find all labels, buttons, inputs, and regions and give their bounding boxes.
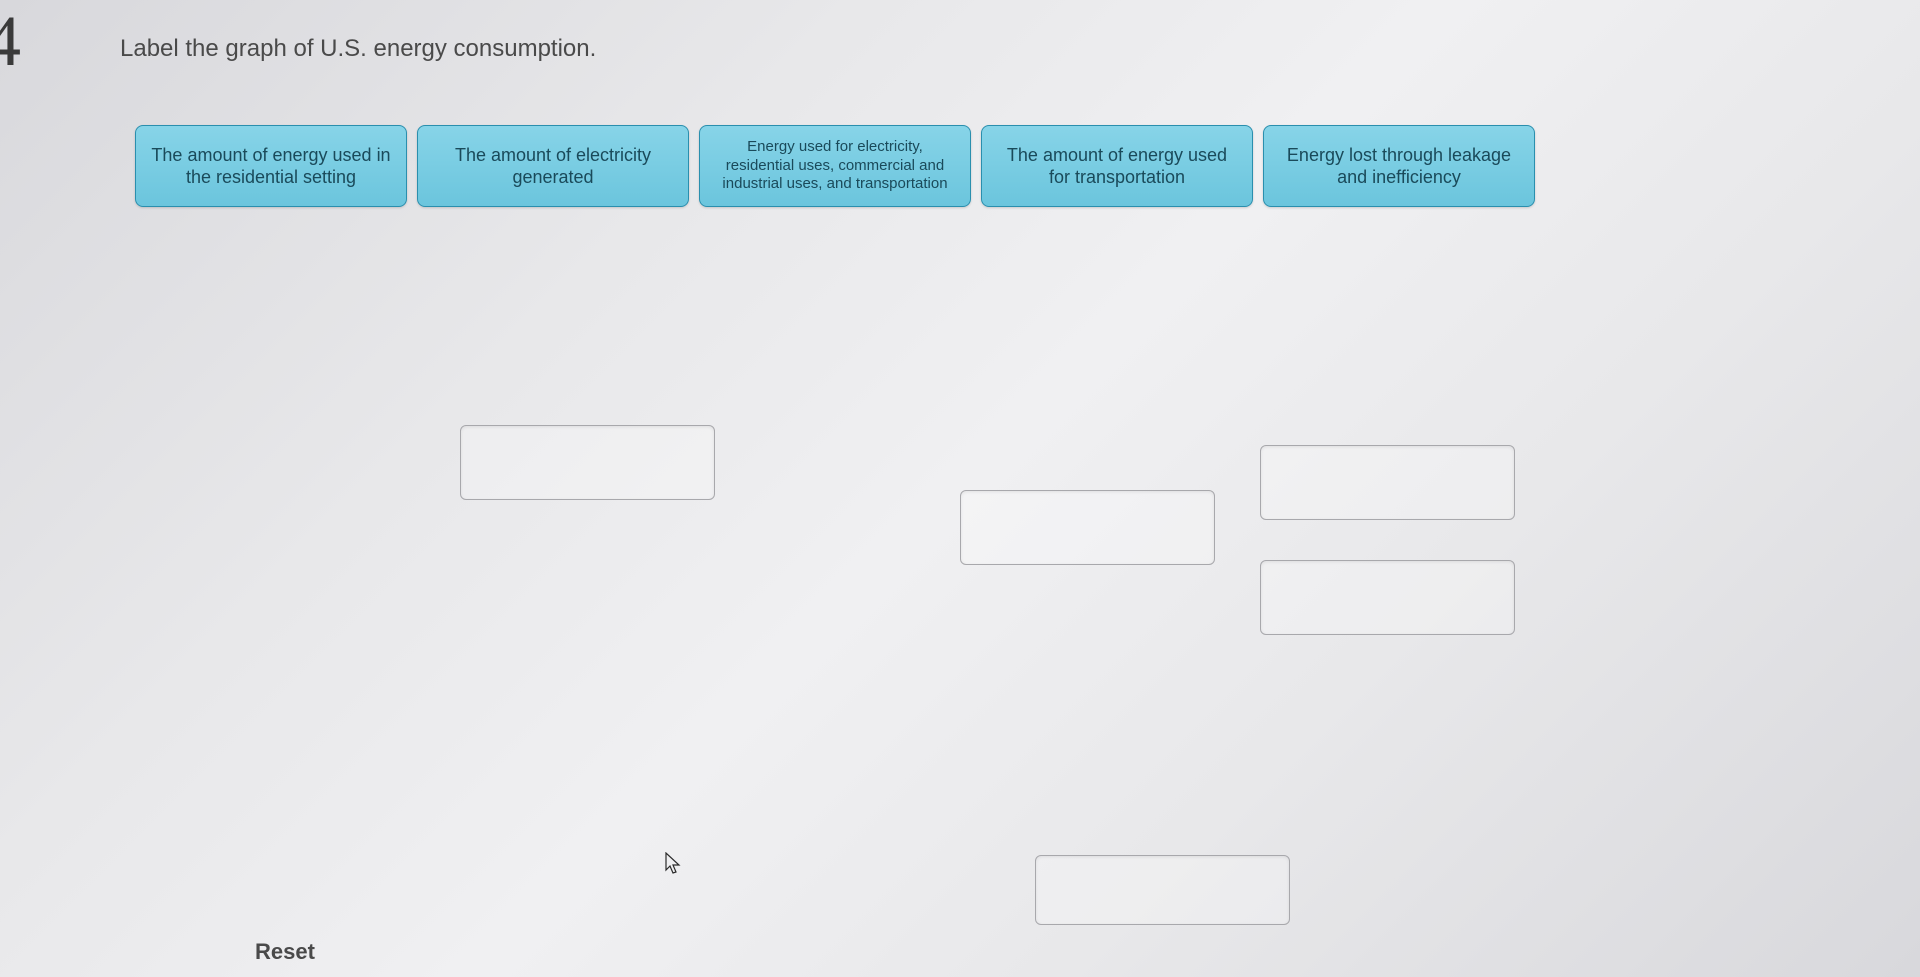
question-number: 4 [0,0,21,83]
reset-button[interactable]: Reset [255,939,315,965]
label-chip-1[interactable]: The amount of electricity generated [417,125,689,207]
labels-row: The amount of energy used in the residen… [135,125,1535,207]
cursor-icon [665,852,683,882]
label-chip-2[interactable]: Energy used for electricity, residential… [699,125,971,207]
drop-target-1[interactable] [960,490,1215,565]
label-chip-4[interactable]: Energy lost through leakage and ineffici… [1263,125,1535,207]
drop-target-2[interactable] [1260,445,1515,520]
drop-target-4[interactable] [1035,855,1290,925]
instruction-text: Label the graph of U.S. energy consumpti… [120,35,596,63]
label-chip-0[interactable]: The amount of energy used in the residen… [135,125,407,207]
label-chip-3[interactable]: The amount of energy used for transporta… [981,125,1253,207]
drop-target-0[interactable] [460,425,715,500]
drop-target-3[interactable] [1260,560,1515,635]
